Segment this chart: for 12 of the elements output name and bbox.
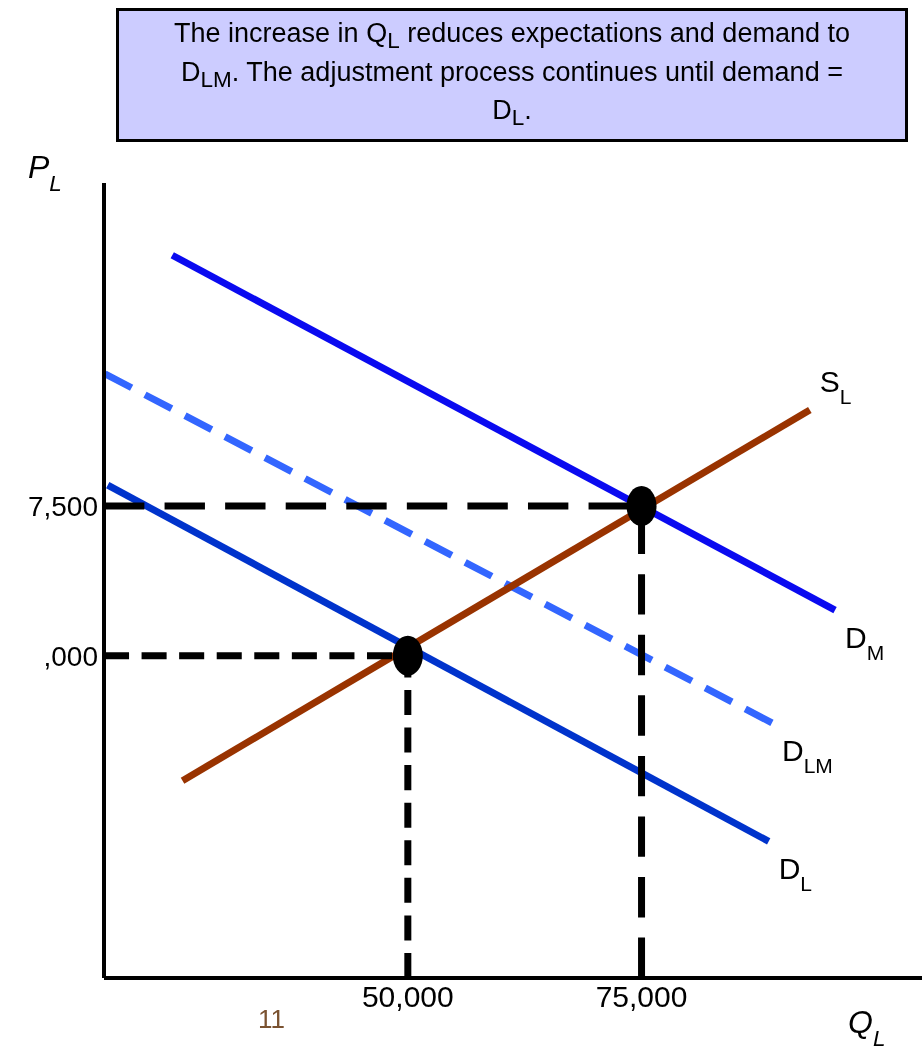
series-label: D$_{M}$ <box>845 621 885 664</box>
series-label: S$_{L}$ <box>819 364 852 408</box>
text: 11 <box>258 1004 285 1034</box>
text: 7,500 <box>27 491 98 523</box>
chart-title: The increase in Q$_{L}$ reduces expectations and demand to D$_{LM}$. The adjustment process continues until demand = D$_{L}$. <box>174 18 850 131</box>
series-label: D$_{L}$ <box>778 852 813 895</box>
series-label: D$_{LM}$ <box>781 733 833 777</box>
y-axis-title: P$_{L}$ <box>28 149 62 196</box>
x-tick-label: 75,000 <box>595 980 688 1014</box>
text: ,000 <box>43 640 98 672</box>
x-tick-label: 50,000 <box>361 980 454 1014</box>
x-axis-title: Q$_{L}$ <box>848 1004 886 1051</box>
